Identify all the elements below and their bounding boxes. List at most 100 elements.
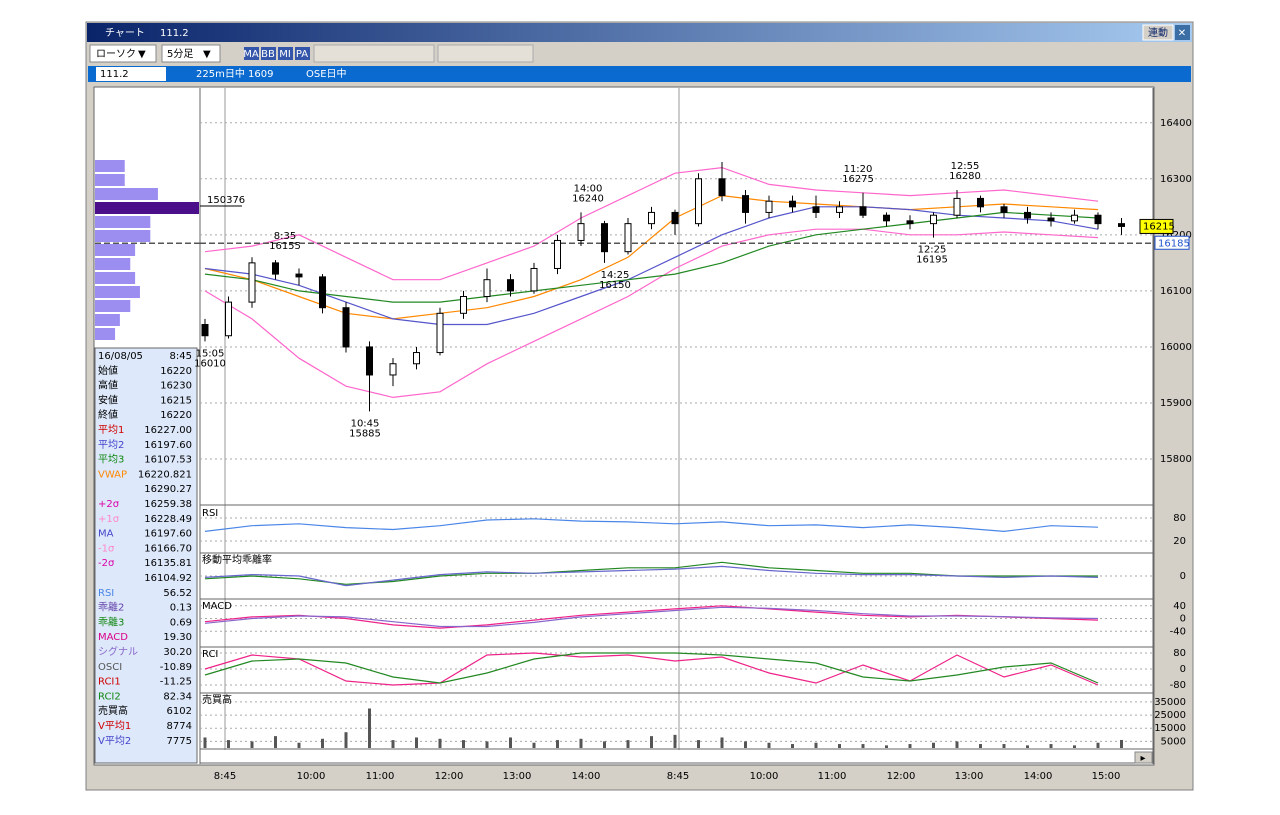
tool-icon-label: MA xyxy=(243,49,259,60)
candle-body xyxy=(1071,214,1078,222)
volume-bar xyxy=(626,740,630,748)
chart-type: ローソク xyxy=(96,48,136,60)
info-value: 16197.60 xyxy=(144,529,192,540)
info-value: 16135.81 xyxy=(144,558,192,569)
code-field[interactable] xyxy=(96,67,166,81)
last-price-tag xyxy=(1139,218,1174,234)
indicator-line xyxy=(204,606,1099,628)
info-value: 7775 xyxy=(167,736,192,747)
profile-bar xyxy=(95,258,131,270)
annotation-time: 15:05 xyxy=(196,348,225,359)
volume-bar xyxy=(955,741,959,748)
info-value: 16166.70 xyxy=(144,543,192,554)
draw-icons[interactable] xyxy=(437,44,534,63)
candle-body xyxy=(295,273,303,278)
link-button[interactable] xyxy=(1142,24,1174,41)
candle-body xyxy=(577,223,585,241)
overlay-line xyxy=(204,194,1099,320)
profile-bar xyxy=(95,230,151,242)
info-value: 16220 xyxy=(160,410,192,421)
y-tick-label: -40 xyxy=(1170,626,1186,637)
candle-body xyxy=(1118,223,1125,227)
session: OSE日中 xyxy=(306,67,347,80)
y-tick-label: 16000 xyxy=(1160,342,1192,353)
candle-body xyxy=(624,223,632,253)
x-tick-label: 10:00 xyxy=(750,771,779,782)
candle-body xyxy=(530,267,538,292)
candle-body xyxy=(483,279,491,298)
dropdown-arrow: ▼ xyxy=(138,49,146,60)
y-tick-label: 16200 xyxy=(1160,230,1192,241)
window-code: 111.2 xyxy=(160,28,189,39)
tool-icon-label: PA xyxy=(296,49,308,60)
tool-icon xyxy=(261,47,276,60)
info-label: 高値 xyxy=(98,379,118,392)
info-time: 8:45 xyxy=(170,351,192,362)
y-tick-label: 0 xyxy=(1180,571,1186,582)
y-tick-label: 20 xyxy=(1173,536,1186,547)
candle-body xyxy=(413,352,420,365)
y-tick-label: -80 xyxy=(1170,680,1186,691)
volume-bar xyxy=(579,738,583,748)
volume-bar xyxy=(203,737,207,748)
y-tick-label: 16400 xyxy=(1160,118,1192,129)
panel-label: RCI xyxy=(202,649,218,660)
annotation-time: 12:55 xyxy=(951,161,980,172)
info-label: 乖離3 xyxy=(98,615,124,628)
panel-label: 移動平均乖離率 xyxy=(202,553,272,566)
candle-body xyxy=(460,296,467,314)
y-tick-label: 16300 xyxy=(1160,174,1192,185)
tool-icons[interactable] xyxy=(313,44,435,63)
candle-body xyxy=(812,206,820,213)
info-label: 終値 xyxy=(98,408,118,421)
candle-body xyxy=(366,346,373,376)
x-tick-label: 14:00 xyxy=(572,771,601,782)
x-tick-label: 13:00 xyxy=(503,771,532,782)
info-value: 8774 xyxy=(167,721,192,732)
panel-label: RSI xyxy=(202,508,218,519)
info-label: +1σ xyxy=(98,514,120,525)
profile-bar xyxy=(95,272,136,284)
scroll-arrow: ▸ xyxy=(1140,753,1145,764)
line-price-tag xyxy=(1154,235,1190,250)
volume-bar xyxy=(1096,742,1100,748)
info-label: 乖離2 xyxy=(98,601,124,614)
y-tick-label: 15000 xyxy=(1154,723,1186,734)
annotation-price: 16150 xyxy=(599,280,631,291)
x-tick-label: 10:00 xyxy=(297,771,326,782)
info-label: RSI xyxy=(98,588,114,599)
chart-type-select[interactable] xyxy=(89,44,157,63)
indicator-line xyxy=(204,652,1099,686)
candle-body xyxy=(436,312,444,354)
info-code: 111.2 xyxy=(100,69,129,80)
volume-bar xyxy=(697,740,700,748)
volume-bar xyxy=(1120,739,1123,748)
y-tick-label: 0 xyxy=(1180,614,1186,625)
volume-bar xyxy=(720,737,724,748)
volume-bar xyxy=(861,744,865,748)
x-tick-label: 11:00 xyxy=(366,771,395,782)
x-tick-label: 15:00 xyxy=(1092,771,1121,782)
info-value: 0.69 xyxy=(170,617,192,628)
volume-bar xyxy=(297,742,301,748)
info-value: 16220.821 xyxy=(138,469,192,480)
profile-bar xyxy=(95,202,199,214)
info-value: 16220 xyxy=(160,366,192,377)
candle-body xyxy=(765,200,773,213)
close-button[interactable] xyxy=(1175,25,1190,40)
candle-body xyxy=(906,220,914,225)
x-tick-label: 12:00 xyxy=(887,771,916,782)
period: 5分足 xyxy=(167,48,193,60)
volume-bar xyxy=(462,740,465,748)
overlay-line xyxy=(204,206,1099,326)
period-select[interactable] xyxy=(161,44,221,63)
info-label: 平均1 xyxy=(98,424,124,436)
candle-body xyxy=(953,197,961,216)
scroll-button[interactable] xyxy=(1134,751,1153,764)
annotation-price: 15885 xyxy=(349,428,381,439)
y-tick-label: 0 xyxy=(1180,664,1186,675)
volume-bar xyxy=(250,741,254,748)
candle-body xyxy=(272,262,279,275)
info-label: +2σ xyxy=(98,499,120,510)
volume-bar xyxy=(767,742,771,748)
